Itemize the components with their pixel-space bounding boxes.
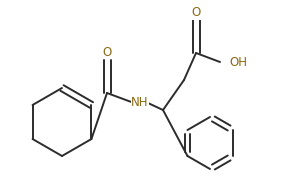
Text: O: O bbox=[191, 7, 201, 20]
Text: NH: NH bbox=[131, 97, 149, 109]
Text: O: O bbox=[102, 46, 112, 59]
Text: OH: OH bbox=[229, 55, 247, 69]
